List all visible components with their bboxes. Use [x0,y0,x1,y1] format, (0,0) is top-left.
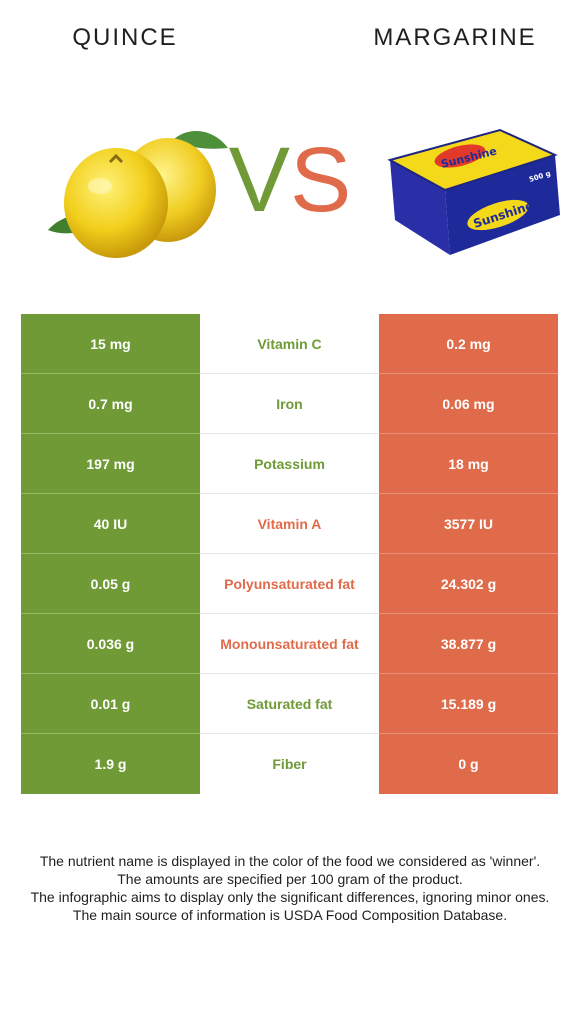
right-value-cell: 18 mg [379,434,558,494]
table-row: 0.01 g Saturated fat 15.189 g [21,674,558,734]
footnote: The amounts are specified per 100 gram o… [117,871,463,887]
table-row: 1.9 g Fiber 0 g [21,734,558,794]
table-row: 0.7 mg Iron 0.06 mg [21,374,558,434]
left-value-cell: 1.9 g [21,734,200,794]
left-value-cell: 15 mg [21,314,200,374]
quince-fruit-image [48,130,228,258]
right-value-cell: 0.2 mg [379,314,558,374]
nutrient-name-cell: Fiber [200,734,379,794]
right-value-cell: 0 g [379,734,558,794]
comparison-table: 15 mg Vitamin C 0.2 mg 0.7 mg Iron 0.06 mg 197… [21,314,558,794]
right-value-cell: 24.302 g [379,554,558,614]
left-value-cell: 197 mg [21,434,200,494]
left-value-cell: 0.7 mg [21,374,200,434]
footnotes: The nutrient name is displayed in the co… [20,852,560,924]
right-value-cell: 0.06 mg [379,374,558,434]
footnote: The main source of information is USDA F… [72,907,508,923]
vs-s: S [290,129,352,231]
right-value-cell: 15.189 g [379,674,558,734]
table-row: 15 mg Vitamin C 0.2 mg [21,314,558,374]
nutrient-name-cell: Iron [200,374,379,434]
footnote: The nutrient name is displayed in the co… [39,853,541,869]
left-value-cell: 0.05 g [21,554,200,614]
nutrient-name-cell: Polyunsaturated fat [200,554,379,614]
vs-v: V [228,129,290,231]
table-row: 40 IU Vitamin A 3577 IU [21,494,558,554]
left-value-cell: 40 IU [21,494,200,554]
vs-label: VS [228,130,352,230]
nutrient-name-cell: Monounsaturated fat [200,614,379,674]
nutrient-name-cell: Potassium [200,434,379,494]
right-food-title: MARGARINE [373,24,537,51]
table-row: 197 mg Potassium 18 mg [21,434,558,494]
nutrient-name-cell: Vitamin C [200,314,379,374]
footnote: The infographic aims to display only the… [30,889,550,905]
table-row: 0.05 g Polyunsaturated fat 24.302 g [21,554,558,614]
left-value-cell: 0.036 g [21,614,200,674]
nutrient-name-cell: Saturated fat [200,674,379,734]
margarine-package-image: Sunshine Sunshine 500 g [387,128,560,255]
left-food-title: QUINCE [72,24,178,51]
table-row: 0.036 g Monounsaturated fat 38.877 g [21,614,558,674]
right-value-cell: 3577 IU [379,494,558,554]
right-value-cell: 38.877 g [379,614,558,674]
nutrient-name-cell: Vitamin A [200,494,379,554]
left-value-cell: 0.01 g [21,674,200,734]
